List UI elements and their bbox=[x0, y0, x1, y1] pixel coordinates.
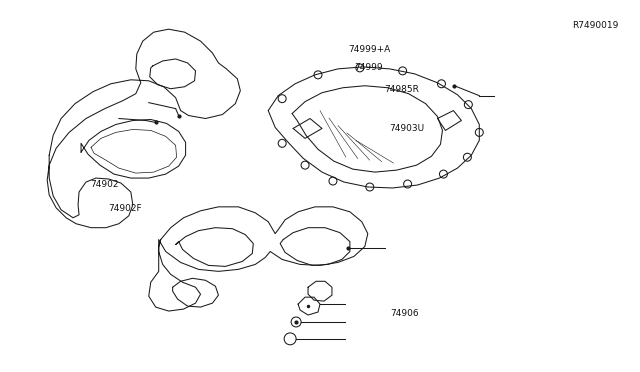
Text: 74985R: 74985R bbox=[384, 85, 419, 94]
Text: 74999+A: 74999+A bbox=[349, 45, 391, 54]
Text: 74902: 74902 bbox=[91, 180, 119, 189]
Text: 74903U: 74903U bbox=[389, 124, 424, 133]
Text: 74999: 74999 bbox=[354, 63, 382, 72]
Text: R7490019: R7490019 bbox=[572, 21, 618, 30]
Text: 74902F: 74902F bbox=[108, 204, 142, 214]
Text: 74906: 74906 bbox=[390, 309, 419, 318]
